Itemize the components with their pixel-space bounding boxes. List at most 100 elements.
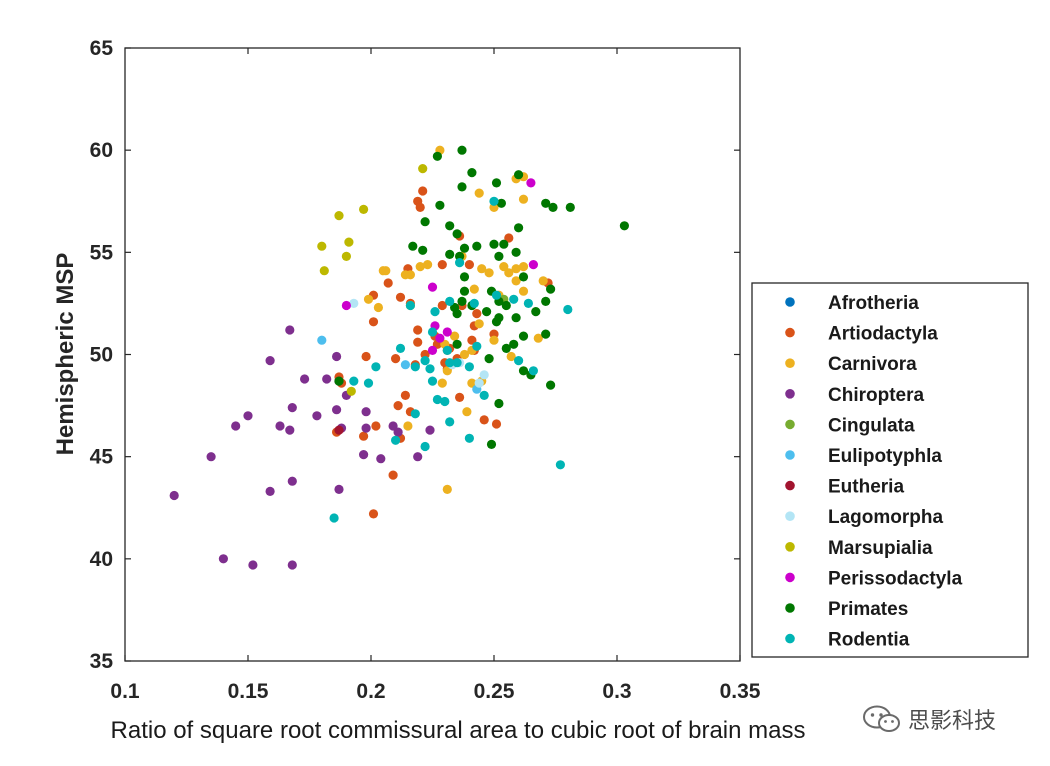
data-point <box>363 294 374 304</box>
data-point <box>479 390 489 400</box>
data-point <box>457 145 467 155</box>
data-point <box>388 470 398 480</box>
data-point <box>341 251 351 261</box>
data-point <box>528 260 539 270</box>
legend-label: Eutheria <box>828 477 904 498</box>
data-point <box>359 204 369 214</box>
data-point <box>445 221 455 231</box>
x-tick-label: 0.25 <box>474 680 515 703</box>
data-point <box>418 186 428 196</box>
data-point <box>265 356 275 366</box>
legend-label: Cingulata <box>828 415 915 436</box>
data-point <box>243 411 253 421</box>
y-tick-label: 50 <box>90 344 113 367</box>
data-point <box>415 202 425 212</box>
data-point <box>479 415 489 425</box>
data-point <box>474 378 484 388</box>
data-point <box>452 229 462 239</box>
data-point <box>504 233 514 243</box>
legend-marker <box>785 572 795 583</box>
data-point <box>388 421 398 431</box>
legend-label: Perissodactyla <box>828 568 963 589</box>
data-point <box>413 452 423 462</box>
data-point <box>464 362 474 372</box>
data-point <box>317 241 327 251</box>
legend-item: Afrotheria <box>785 293 919 314</box>
legend-item: Lagomorpha <box>785 507 943 528</box>
data-point <box>317 335 327 345</box>
data-point <box>511 264 521 274</box>
data-point <box>511 247 521 257</box>
data-point <box>359 431 369 441</box>
data-point <box>452 339 462 349</box>
data-point <box>359 450 369 460</box>
data-point <box>442 366 452 376</box>
data-point <box>405 300 415 311</box>
data-point <box>287 403 297 413</box>
x-axis-label: Ratio of square root commissural area to… <box>111 717 806 744</box>
y-axis-label: Hemispheric MSP <box>52 253 79 456</box>
data-point <box>541 296 551 306</box>
data-point <box>410 362 420 372</box>
data-point <box>383 278 393 288</box>
data-point <box>491 419 502 429</box>
data-point <box>469 298 479 308</box>
data-point <box>455 392 465 402</box>
data-point <box>418 245 428 255</box>
data-point <box>371 362 381 372</box>
data-point <box>538 276 548 286</box>
data-point <box>452 358 462 368</box>
legend-marker <box>785 327 795 338</box>
data-point <box>462 407 472 417</box>
data-point <box>509 339 519 349</box>
data-point <box>467 335 477 345</box>
data-point <box>445 358 455 368</box>
data-point <box>469 284 479 294</box>
series-artiodactyla <box>332 186 553 519</box>
series-perissodactyla <box>341 178 539 355</box>
data-point <box>400 360 410 370</box>
data-point <box>511 313 521 323</box>
data-point <box>489 335 499 345</box>
data-point <box>518 286 529 296</box>
data-point <box>546 380 556 390</box>
data-point <box>459 272 470 282</box>
data-point <box>541 198 551 208</box>
data-point <box>376 454 386 464</box>
data-point <box>514 223 524 233</box>
data-point <box>489 239 499 249</box>
series-rodentia <box>329 196 573 523</box>
data-point <box>548 202 558 212</box>
legend-marker <box>785 297 795 307</box>
data-point <box>395 292 406 302</box>
data-point <box>494 398 504 409</box>
data-point <box>563 304 573 315</box>
data-point <box>413 325 423 335</box>
data-point <box>332 405 342 415</box>
data-point <box>368 317 379 327</box>
data-point <box>437 378 447 388</box>
legend-box <box>751 282 1029 658</box>
data-point <box>300 374 310 384</box>
data-point <box>415 262 425 272</box>
data-point <box>472 241 482 251</box>
legend-label: Carnivora <box>828 354 917 375</box>
data-point <box>363 378 374 388</box>
data-point <box>467 168 477 178</box>
x-tick-label: 0.35 <box>720 680 761 703</box>
legend-marker <box>785 389 795 399</box>
data-point <box>420 356 430 366</box>
data-point <box>425 364 435 374</box>
watermark-text: 思影科技 <box>908 709 997 734</box>
legend-label: Marsupialia <box>828 538 933 559</box>
y-tick-label: 35 <box>90 650 114 673</box>
data-point <box>420 441 430 452</box>
legend-item: Eulipotyphla <box>785 446 942 467</box>
series-eutheria <box>334 425 344 435</box>
data-point <box>218 554 228 564</box>
data-point <box>484 354 494 364</box>
data-point <box>391 435 401 445</box>
data-point <box>349 298 359 308</box>
data-point <box>518 331 529 341</box>
data-point <box>334 376 344 386</box>
